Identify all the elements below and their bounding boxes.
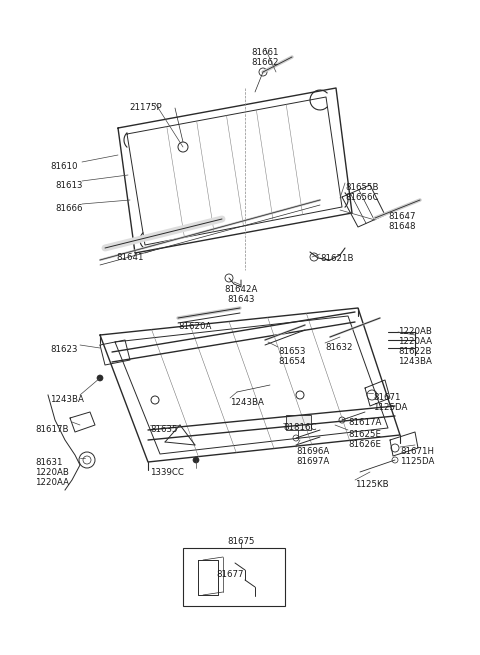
Text: 81613: 81613 — [55, 181, 83, 190]
Text: 81675: 81675 — [227, 537, 255, 546]
Text: 81617B: 81617B — [35, 425, 69, 434]
Text: 81641: 81641 — [116, 253, 144, 262]
Text: 81697A: 81697A — [296, 457, 329, 466]
Text: 1243BA: 1243BA — [50, 395, 84, 404]
Text: 1243BA: 1243BA — [398, 357, 432, 366]
Text: 1125DA: 1125DA — [373, 403, 408, 412]
Text: 1220AA: 1220AA — [398, 337, 432, 346]
Text: 81647: 81647 — [388, 212, 416, 221]
FancyBboxPatch shape — [183, 548, 285, 606]
Text: 81625E: 81625E — [348, 430, 381, 439]
Text: 81642A: 81642A — [224, 285, 258, 294]
Text: 81677: 81677 — [216, 570, 243, 579]
Text: 81816C: 81816C — [283, 423, 316, 432]
Text: 81653: 81653 — [278, 347, 305, 356]
Text: 1125KB: 1125KB — [355, 480, 389, 489]
Text: 81648: 81648 — [388, 222, 416, 231]
Text: 81662: 81662 — [251, 58, 279, 67]
Text: 81621B: 81621B — [320, 254, 353, 263]
Text: 81620A: 81620A — [178, 322, 211, 331]
Text: 81656C: 81656C — [345, 193, 379, 202]
Text: 1339CC: 1339CC — [150, 468, 184, 477]
Text: 81666: 81666 — [55, 204, 83, 213]
Text: 1125DA: 1125DA — [400, 457, 434, 466]
Circle shape — [193, 457, 199, 463]
Text: 81623: 81623 — [50, 345, 77, 354]
Text: 21175P: 21175P — [130, 103, 162, 112]
Text: 1220AB: 1220AB — [35, 468, 69, 477]
Text: 81671: 81671 — [373, 393, 400, 402]
Text: 81661: 81661 — [251, 48, 279, 57]
Text: 1220AB: 1220AB — [398, 327, 432, 336]
Text: 81643: 81643 — [227, 295, 255, 304]
Text: 81631: 81631 — [35, 458, 62, 467]
Text: 81622B: 81622B — [398, 347, 432, 356]
Text: 81617A: 81617A — [348, 418, 382, 427]
Text: 1243BA: 1243BA — [230, 398, 264, 407]
Text: 81632: 81632 — [325, 343, 352, 352]
Text: 81635: 81635 — [150, 425, 178, 434]
Text: 81626E: 81626E — [348, 440, 381, 449]
Text: 81654: 81654 — [278, 357, 305, 366]
Text: 1220AA: 1220AA — [35, 478, 69, 487]
Circle shape — [97, 375, 103, 381]
Text: 81671H: 81671H — [400, 447, 434, 456]
FancyBboxPatch shape — [286, 415, 311, 430]
Text: 81610: 81610 — [50, 162, 77, 171]
Text: 81696A: 81696A — [296, 447, 329, 456]
Text: 81655B: 81655B — [345, 183, 379, 192]
